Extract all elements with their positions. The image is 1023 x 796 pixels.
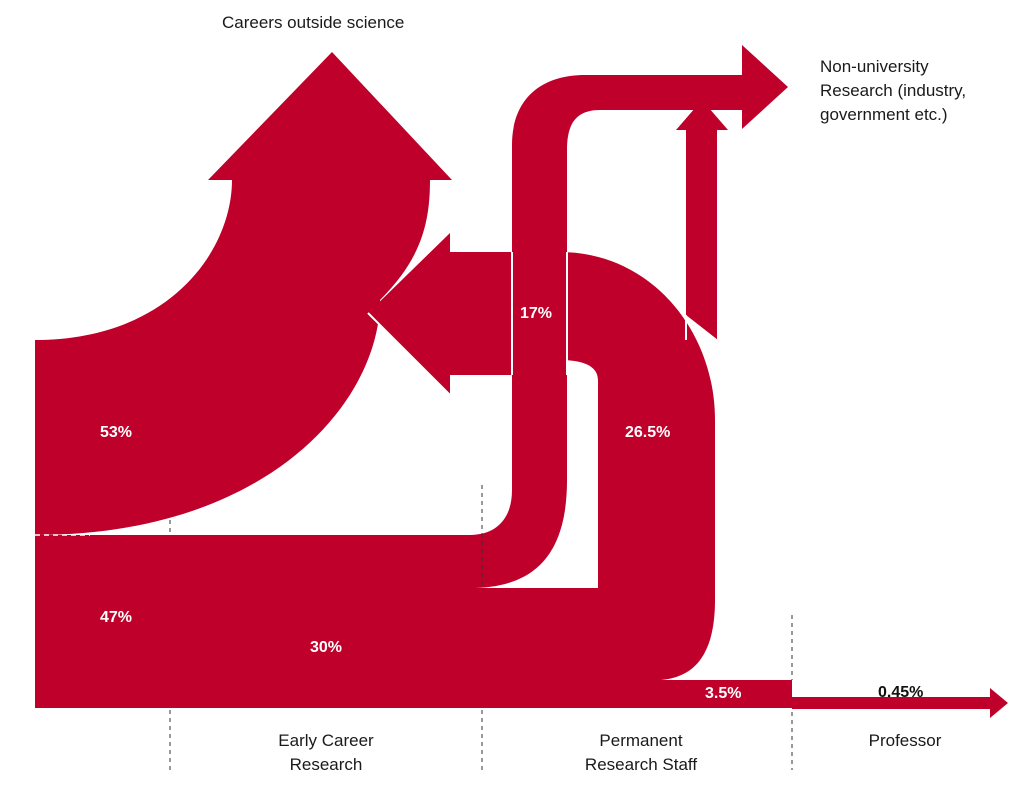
pct-permanent-outside: 26.5% [625, 424, 670, 441]
stage-dividers [169, 485, 793, 770]
label-non-university-line2: Research (industry, [820, 81, 966, 100]
band-separators [367, 130, 719, 396]
stage-early-career-line1: Early Career [278, 731, 374, 750]
flow-bands [35, 45, 1008, 718]
flow-band-non-university-17 [170, 45, 788, 588]
flow-band-permanent-non-university [676, 100, 728, 340]
stage-permanent-line2: Research Staff [585, 755, 697, 774]
pct-professor-final: 0.45% [878, 684, 923, 701]
pct-early-to-permanent: 30% [310, 639, 342, 656]
stage-early-career-line2: Research [290, 755, 363, 774]
flow-band-stay-47 [35, 252, 792, 708]
label-non-university-line3: government etc.) [820, 105, 948, 124]
stage-permanent-line1: Permanent [599, 731, 682, 750]
label-non-university-line1: Non-university [820, 57, 929, 76]
pct-leave-after-phd: 53% [100, 424, 132, 441]
pct-to-non-university: 17% [520, 305, 552, 322]
flow-band-outside-science-53 [35, 52, 452, 535]
separator-arrow [367, 312, 451, 396]
label-outside-science: Careers outside science [222, 13, 404, 32]
flow-band-professor [792, 688, 1008, 718]
stage-professor: Professor [869, 731, 942, 750]
pct-stay-after-phd: 47% [100, 609, 132, 626]
pct-permanent-to-professor: 3.5% [705, 685, 741, 702]
